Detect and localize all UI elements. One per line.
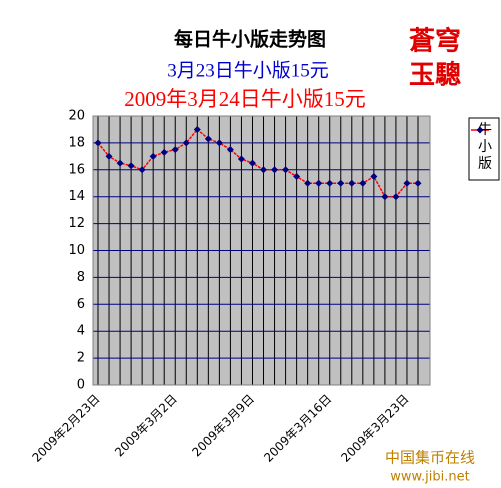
watermark: www.jibi.net — [390, 470, 469, 485]
x-tick-label: 2009年2月23日 — [29, 392, 102, 465]
point — [171, 146, 179, 154]
point — [193, 125, 201, 133]
point — [414, 179, 422, 187]
point — [248, 159, 256, 167]
point — [282, 166, 290, 174]
point — [403, 179, 411, 187]
point — [138, 166, 146, 174]
x-tick-label: 2009年3月2日 — [112, 392, 180, 460]
point — [337, 179, 345, 187]
point — [293, 173, 301, 181]
y-tick-label: 18 — [68, 135, 85, 150]
point — [260, 166, 268, 174]
y-tick-label: 20 — [68, 109, 85, 124]
point — [94, 139, 102, 147]
point — [105, 152, 113, 160]
point — [182, 139, 190, 147]
y-tick-label: 8 — [77, 270, 85, 285]
point — [315, 179, 323, 187]
point — [370, 173, 378, 181]
y-tick-label: 10 — [68, 243, 85, 258]
point — [226, 146, 234, 154]
point — [392, 193, 400, 201]
point — [204, 135, 212, 143]
subtitle: 3月23日牛小版15元 — [167, 59, 329, 81]
point — [271, 166, 279, 174]
point — [326, 179, 334, 187]
legend-label: 牛小版 — [478, 122, 492, 172]
y-tick-label: 14 — [68, 189, 85, 204]
point — [160, 148, 168, 156]
point — [149, 152, 157, 160]
y-tick-label: 2 — [77, 351, 85, 366]
logo: 蒼穹 — [409, 26, 461, 57]
point — [348, 179, 356, 187]
point — [127, 162, 135, 170]
series-line — [97, 128, 418, 198]
y-tick-label: 12 — [68, 216, 85, 231]
x-tick-label: 2009年3月9日 — [189, 392, 257, 460]
legend-marker — [476, 126, 484, 134]
watermark: 中国集币在线 — [385, 449, 475, 467]
chart-title: 每日牛小版走势图 — [174, 28, 326, 51]
legend-box — [468, 117, 500, 181]
y-tick-label: 6 — [77, 297, 85, 312]
y-tick-label: 0 — [77, 378, 85, 393]
point — [304, 179, 312, 187]
point — [359, 179, 367, 187]
y-tick-label: 16 — [68, 162, 85, 177]
point — [215, 139, 223, 147]
logo: 玉驄 — [409, 60, 461, 91]
plot-frame — [92, 115, 431, 386]
x-tick-label: 2009年3月16日 — [261, 392, 334, 465]
y-tick-label: 4 — [77, 324, 85, 339]
point — [116, 159, 124, 167]
point — [381, 193, 389, 201]
point — [237, 155, 245, 163]
subtitle-2: 2009年3月24日牛小版15元 — [124, 87, 366, 111]
